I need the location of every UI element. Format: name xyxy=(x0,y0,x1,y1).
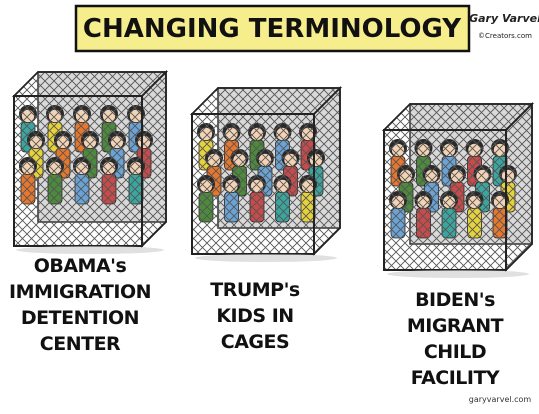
cage-front xyxy=(192,114,314,254)
caption-line: OBAMA's xyxy=(34,255,127,277)
title: CHANGING TERMINOLOGY xyxy=(83,14,462,44)
cage xyxy=(14,72,166,254)
cage-side xyxy=(142,72,166,246)
signature-credit: ©Creators.com xyxy=(478,32,532,40)
caption-line: KIDS IN xyxy=(216,305,293,327)
cage-front xyxy=(14,96,142,246)
caption-line: IMMIGRATION xyxy=(9,281,151,303)
cage xyxy=(384,104,532,278)
caption-line: CAGES xyxy=(221,331,289,353)
cartoon: CHANGING TERMINOLOGY Gary Varvel ©Creato… xyxy=(0,0,539,410)
cage xyxy=(192,88,340,262)
caption-line: DETENTION xyxy=(21,307,139,329)
caption-line: TRUMP's xyxy=(210,279,300,301)
cage-side xyxy=(314,88,340,254)
cage-shadow xyxy=(195,254,337,262)
signature: Gary Varvel xyxy=(469,12,539,25)
cage-front xyxy=(384,130,506,270)
caption-line: MIGRANT xyxy=(407,315,504,337)
cage-shadow xyxy=(16,246,164,254)
cage-side xyxy=(506,104,532,270)
footer-credit: garyvarvel.com xyxy=(469,395,532,404)
cage-top xyxy=(14,72,166,96)
cage-shadow xyxy=(387,270,529,278)
caption-line: CHILD xyxy=(424,341,486,363)
caption-line: FACILITY xyxy=(411,367,500,389)
caption-line: BIDEN's xyxy=(415,289,495,311)
caption-line: CENTER xyxy=(40,333,121,355)
